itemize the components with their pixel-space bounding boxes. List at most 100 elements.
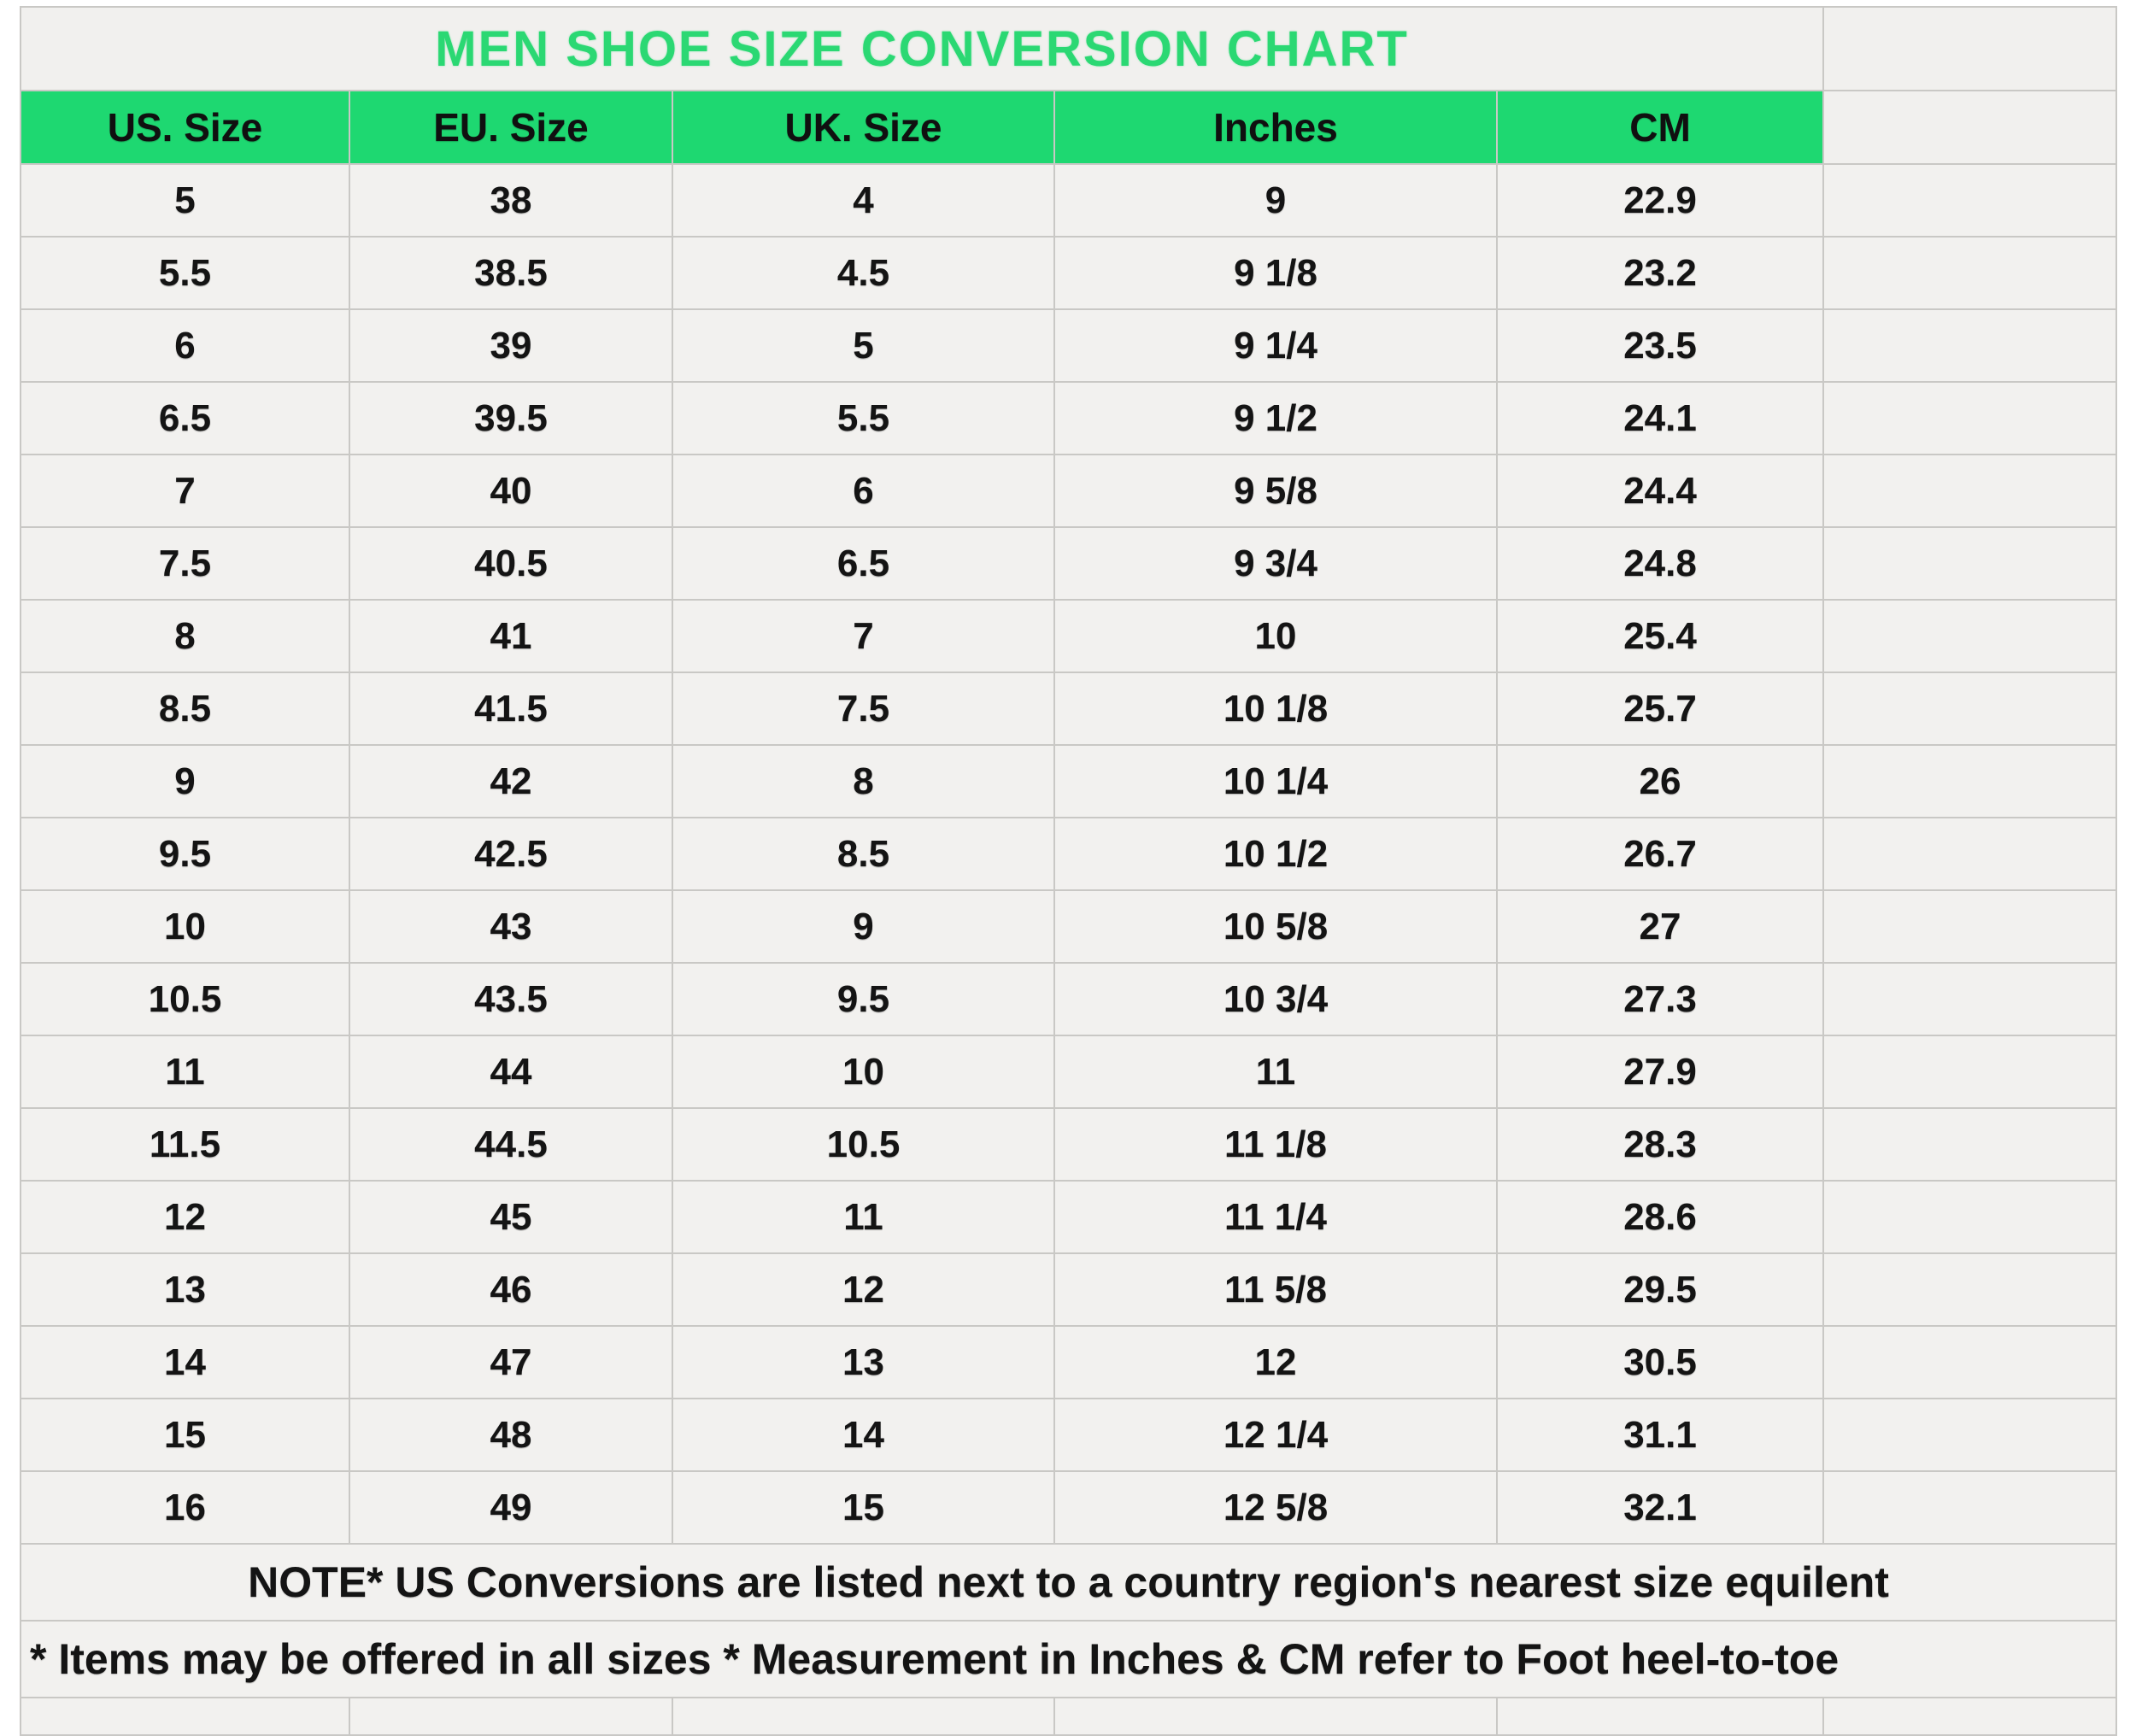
cell: 45 — [349, 1180, 673, 1254]
cell: 44 — [349, 1035, 673, 1109]
empty-cell — [1822, 1470, 2118, 1545]
cell: 10 — [672, 1035, 1055, 1109]
cell: 25.4 — [1495, 599, 1825, 673]
cell: 7.5 — [672, 672, 1055, 746]
table-body: 5 38 4 9 22.9 5.5 38.5 4.5 9 1/8 23.2 6 39 5 9 1/4 23.… — [20, 163, 2118, 1545]
cell: 12 — [672, 1252, 1055, 1327]
empty-cell — [1822, 236, 2118, 310]
cell: 28.3 — [1495, 1107, 1825, 1182]
table-row: 11.5 44.5 10.5 11 1/8 28.3 — [20, 1107, 2118, 1182]
table-row: 9 42 8 10 1/4 26 — [20, 744, 2118, 818]
cell: 23.2 — [1495, 236, 1825, 310]
cell: 10 — [1053, 599, 1498, 673]
header-row: US. Size EU. Size UK. Size Inches CM — [20, 90, 2118, 165]
empty-cell — [1822, 744, 2118, 818]
column-header-eu-size: EU. Size — [349, 90, 673, 165]
clipped-empty-row — [20, 1697, 2118, 1736]
cell: 6 — [20, 308, 350, 383]
table-row: 10.5 43.5 9.5 10 3/4 27.3 — [20, 962, 2118, 1036]
cell: 9.5 — [20, 817, 350, 891]
cell: 11 1/4 — [1053, 1180, 1498, 1254]
cell: 8 — [20, 599, 350, 673]
cell: 39.5 — [349, 381, 673, 455]
cell: 4.5 — [672, 236, 1055, 310]
cell: 4 — [672, 163, 1055, 238]
cell: 39 — [349, 308, 673, 383]
column-header-uk-size: UK. Size — [672, 90, 1055, 165]
cell: 44.5 — [349, 1107, 673, 1182]
cell: 14 — [672, 1398, 1055, 1472]
table-row: 13 46 12 11 5/8 29.5 — [20, 1252, 2118, 1327]
empty-cell — [1822, 1035, 2118, 1109]
table-row: 8.5 41.5 7.5 10 1/8 25.7 — [20, 672, 2118, 746]
cell: 11 1/8 — [1053, 1107, 1498, 1182]
empty-cell — [672, 1697, 1055, 1736]
empty-cell — [1822, 163, 2118, 238]
table-row: 11 44 10 11 27.9 — [20, 1035, 2118, 1109]
cell: 32.1 — [1495, 1470, 1825, 1545]
cell: 24.8 — [1495, 526, 1825, 601]
cell: 10 3/4 — [1053, 962, 1498, 1036]
cell: 46 — [349, 1252, 673, 1327]
chart-title: MEN SHOE SIZE CONVERSION CHART — [19, 6, 1825, 91]
cell: 12 — [1053, 1325, 1498, 1399]
empty-cell — [1495, 1697, 1825, 1736]
cell: 15 — [20, 1398, 350, 1472]
cell: 5.5 — [672, 381, 1055, 455]
cell: 40 — [349, 454, 673, 528]
cell: 5 — [20, 163, 350, 238]
empty-cell — [1822, 308, 2118, 383]
cell: 24.1 — [1495, 381, 1825, 455]
cell: 9 1/8 — [1053, 236, 1498, 310]
cell: 26 — [1495, 744, 1825, 818]
table-row: 5.5 38.5 4.5 9 1/8 23.2 — [20, 236, 2118, 310]
cell: 38 — [349, 163, 673, 238]
empty-cell — [1822, 672, 2118, 746]
cell: 10 1/8 — [1053, 672, 1498, 746]
empty-cell — [1822, 962, 2118, 1036]
cell: 13 — [20, 1252, 350, 1327]
empty-cell — [1822, 1252, 2118, 1327]
empty-cell — [1822, 1107, 2118, 1182]
cell: 27.9 — [1495, 1035, 1825, 1109]
column-header-cm: CM — [1495, 90, 1825, 165]
table-row: 6 39 5 9 1/4 23.5 — [20, 308, 2118, 383]
column-header-inches: Inches — [1053, 90, 1498, 165]
cell: 9 1/4 — [1053, 308, 1498, 383]
cell: 41 — [349, 599, 673, 673]
cell: 9 1/2 — [1053, 381, 1498, 455]
empty-cell — [1822, 6, 2118, 91]
cell: 24.4 — [1495, 454, 1825, 528]
empty-cell — [1822, 1398, 2118, 1472]
table-row: 5 38 4 9 22.9 — [20, 163, 2118, 238]
table-row: 16 49 15 12 5/8 32.1 — [20, 1470, 2118, 1545]
cell: 27.3 — [1495, 962, 1825, 1036]
cell: 13 — [672, 1325, 1055, 1399]
cell: 10 5/8 — [1053, 889, 1498, 964]
cell: 7 — [672, 599, 1055, 673]
table-row: 6.5 39.5 5.5 9 1/2 24.1 — [20, 381, 2118, 455]
table-row: 15 48 14 12 1/4 31.1 — [20, 1398, 2118, 1472]
cell: 10 1/4 — [1053, 744, 1498, 818]
cell: 8.5 — [20, 672, 350, 746]
empty-cell — [1822, 454, 2118, 528]
empty-cell — [1822, 889, 2118, 964]
cell: 15 — [672, 1470, 1055, 1545]
cell: 10.5 — [20, 962, 350, 1036]
cell: 11 — [20, 1035, 350, 1109]
empty-cell — [1822, 381, 2118, 455]
cell: 11.5 — [20, 1107, 350, 1182]
title-row: MEN SHOE SIZE CONVERSION CHART — [19, 6, 2118, 91]
cell: 48 — [349, 1398, 673, 1472]
cell: 42 — [349, 744, 673, 818]
cell: 25.7 — [1495, 672, 1825, 746]
empty-cell — [1053, 1697, 1498, 1736]
cell: 16 — [20, 1470, 350, 1545]
cell: 38.5 — [349, 236, 673, 310]
cell: 40.5 — [349, 526, 673, 601]
empty-cell — [1822, 1180, 2118, 1254]
table-row: 8 41 7 10 25.4 — [20, 599, 2118, 673]
cell: 8.5 — [672, 817, 1055, 891]
cell: 30.5 — [1495, 1325, 1825, 1399]
